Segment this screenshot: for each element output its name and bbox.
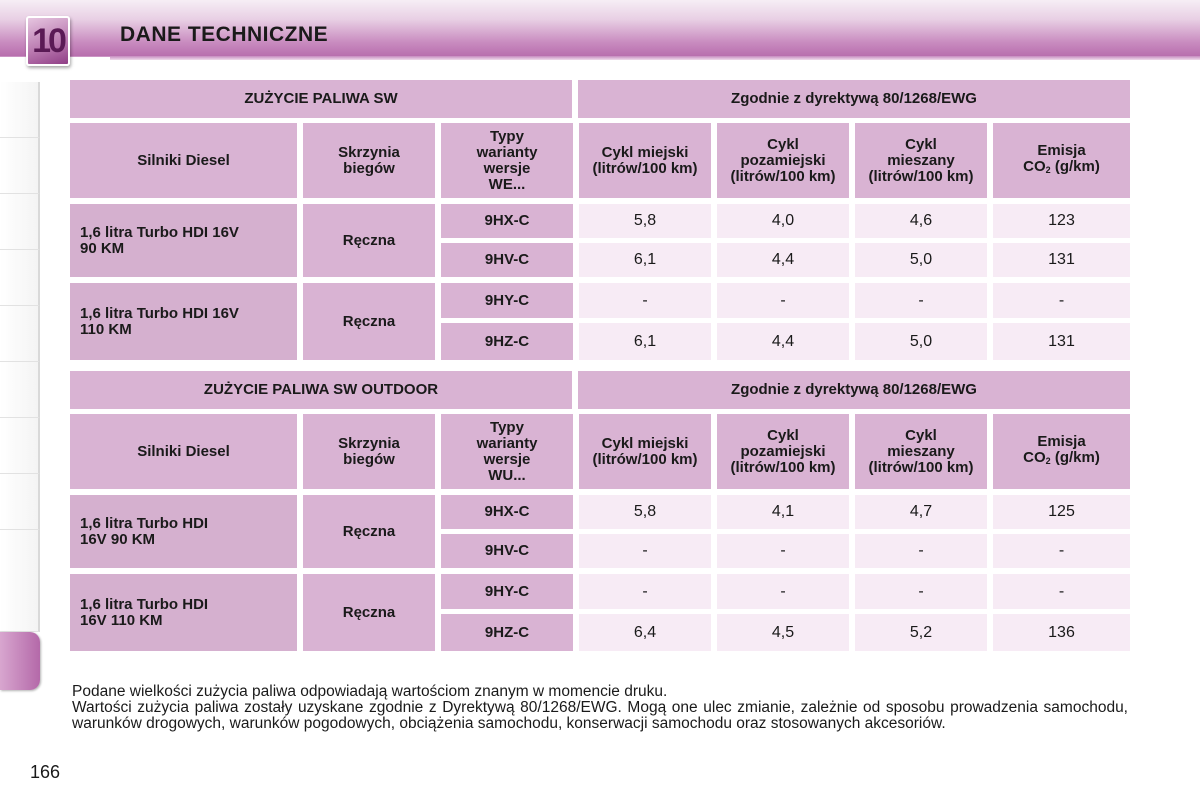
table-title: ZUŻYCIE PALIWA SW	[70, 80, 572, 118]
mixed-value: 4,6	[855, 204, 987, 238]
fuel-table-sw-outdoor: ZUŻYCIE PALIWA SW OUTDOOR Zgodnie z dyre…	[70, 371, 1130, 653]
extra-urban-value: -	[717, 574, 849, 609]
chapter-tab-active[interactable]	[0, 632, 40, 690]
page-title: DANE TECHNICZNE	[120, 23, 329, 46]
chapter-number: 10	[32, 21, 67, 60]
type-code: 9HX-C	[441, 204, 573, 238]
col-engine: Silniki Diesel	[70, 414, 297, 489]
engine-label: 1,6 litra Turbo HDI 16V 90 KM	[70, 495, 297, 568]
type-code: 9HV-C	[441, 243, 573, 277]
col-urban: Cykl miejski (litrów/100 km)	[579, 414, 711, 489]
footnote: Podane wielkości zużycia paliwa odpowiad…	[72, 684, 1128, 732]
type-code: 9HY-C	[441, 574, 573, 609]
co2-value: 123	[993, 204, 1130, 238]
mixed-value: -	[855, 283, 987, 318]
gearbox-label: Ręczna	[303, 495, 435, 568]
page-number: 166	[30, 762, 61, 782]
mixed-value: 5,2	[855, 614, 987, 651]
mixed-value: 5,0	[855, 243, 987, 277]
urban-value: 6,1	[579, 323, 711, 360]
col-mixed: Cykl mieszany (litrów/100 km)	[855, 414, 987, 489]
header-band	[0, 0, 1200, 56]
col-gearbox: Skrzynia biegów	[303, 123, 435, 198]
urban-value: 6,4	[579, 614, 711, 651]
extra-urban-value: 4,5	[717, 614, 849, 651]
chapter-tab[interactable]	[0, 82, 40, 138]
extra-urban-value: -	[717, 534, 849, 568]
table-directive: Zgodnie z dyrektywą 80/1268/EWG	[578, 80, 1130, 118]
extra-urban-value: 4,0	[717, 204, 849, 238]
co2-value: 125	[993, 495, 1130, 529]
mixed-value: -	[855, 534, 987, 568]
chapter-tab[interactable]	[0, 418, 40, 474]
engine-label: 1,6 litra Turbo HDI 16V 110 KM	[70, 574, 297, 651]
urban-value: 6,1	[579, 243, 711, 277]
chapter-tab[interactable]	[0, 576, 40, 632]
extra-urban-value: 4,1	[717, 495, 849, 529]
col-urban: Cykl miejski (litrów/100 km)	[579, 123, 711, 198]
mixed-value: -	[855, 574, 987, 609]
co2-value: -	[993, 574, 1130, 609]
type-code: 9HX-C	[441, 495, 573, 529]
mixed-value: 5,0	[855, 323, 987, 360]
co2-value: -	[993, 534, 1130, 568]
urban-value: -	[579, 574, 711, 609]
header-divider	[0, 56, 1200, 60]
urban-value: -	[579, 534, 711, 568]
chapter-tab[interactable]	[0, 362, 40, 418]
chapter-tab[interactable]	[0, 306, 40, 362]
gearbox-label: Ręczna	[303, 574, 435, 651]
co2-value: -	[993, 283, 1130, 318]
col-co2: Emisja CO2 (g/km)	[993, 414, 1130, 489]
col-types: Typy warianty wersje WE...	[441, 123, 573, 198]
extra-urban-value: 4,4	[717, 323, 849, 360]
page-header: 10 DANE TECHNICZNE	[0, 0, 1200, 66]
engine-label: 1,6 litra Turbo HDI 16V 110 KM	[70, 283, 297, 360]
urban-value: -	[579, 283, 711, 318]
urban-value: 5,8	[579, 204, 711, 238]
table-directive: Zgodnie z dyrektywą 80/1268/EWG	[578, 371, 1130, 409]
mixed-value: 4,7	[855, 495, 987, 529]
col-types: Typy warianty wersje WU...	[441, 414, 573, 489]
chapter-tab[interactable]	[0, 194, 40, 250]
co2-value: 136	[993, 614, 1130, 651]
col-gearbox: Skrzynia biegów	[303, 414, 435, 489]
chapter-tab-rail	[0, 82, 44, 692]
chapter-tab[interactable]	[0, 250, 40, 306]
type-code: 9HY-C	[441, 283, 573, 318]
engine-label: 1,6 litra Turbo HDI 16V 90 KM	[70, 204, 297, 277]
chapter-tab[interactable]	[0, 474, 40, 530]
type-code: 9HZ-C	[441, 614, 573, 651]
col-engine: Silniki Diesel	[70, 123, 297, 198]
footnote-line: Podane wielkości zużycia paliwa odpowiad…	[72, 683, 668, 700]
co2-value: 131	[993, 243, 1130, 277]
col-extra-urban: Cykl pozamiejski (litrów/100 km)	[717, 414, 849, 489]
gearbox-label: Ręczna	[303, 204, 435, 277]
footnote-paragraph: Wartości zużycia paliwa zostały uzyskane…	[72, 699, 1128, 732]
type-code: 9HV-C	[441, 534, 573, 568]
col-mixed: Cykl mieszany (litrów/100 km)	[855, 123, 987, 198]
co2-value: 131	[993, 323, 1130, 360]
gearbox-label: Ręczna	[303, 283, 435, 360]
type-code: 9HZ-C	[441, 323, 573, 360]
extra-urban-value: 4,4	[717, 243, 849, 277]
col-extra-urban: Cykl pozamiejski (litrów/100 km)	[717, 123, 849, 198]
chapter-tab[interactable]	[0, 138, 40, 194]
extra-urban-value: -	[717, 283, 849, 318]
urban-value: 5,8	[579, 495, 711, 529]
col-co2: Emisja CO2 (g/km)	[993, 123, 1130, 198]
fuel-table-sw: ZUŻYCIE PALIWA SW Zgodnie z dyrektywą 80…	[70, 80, 1130, 362]
chapter-badge: 10	[26, 16, 70, 66]
table-title: ZUŻYCIE PALIWA SW OUTDOOR	[70, 371, 572, 409]
